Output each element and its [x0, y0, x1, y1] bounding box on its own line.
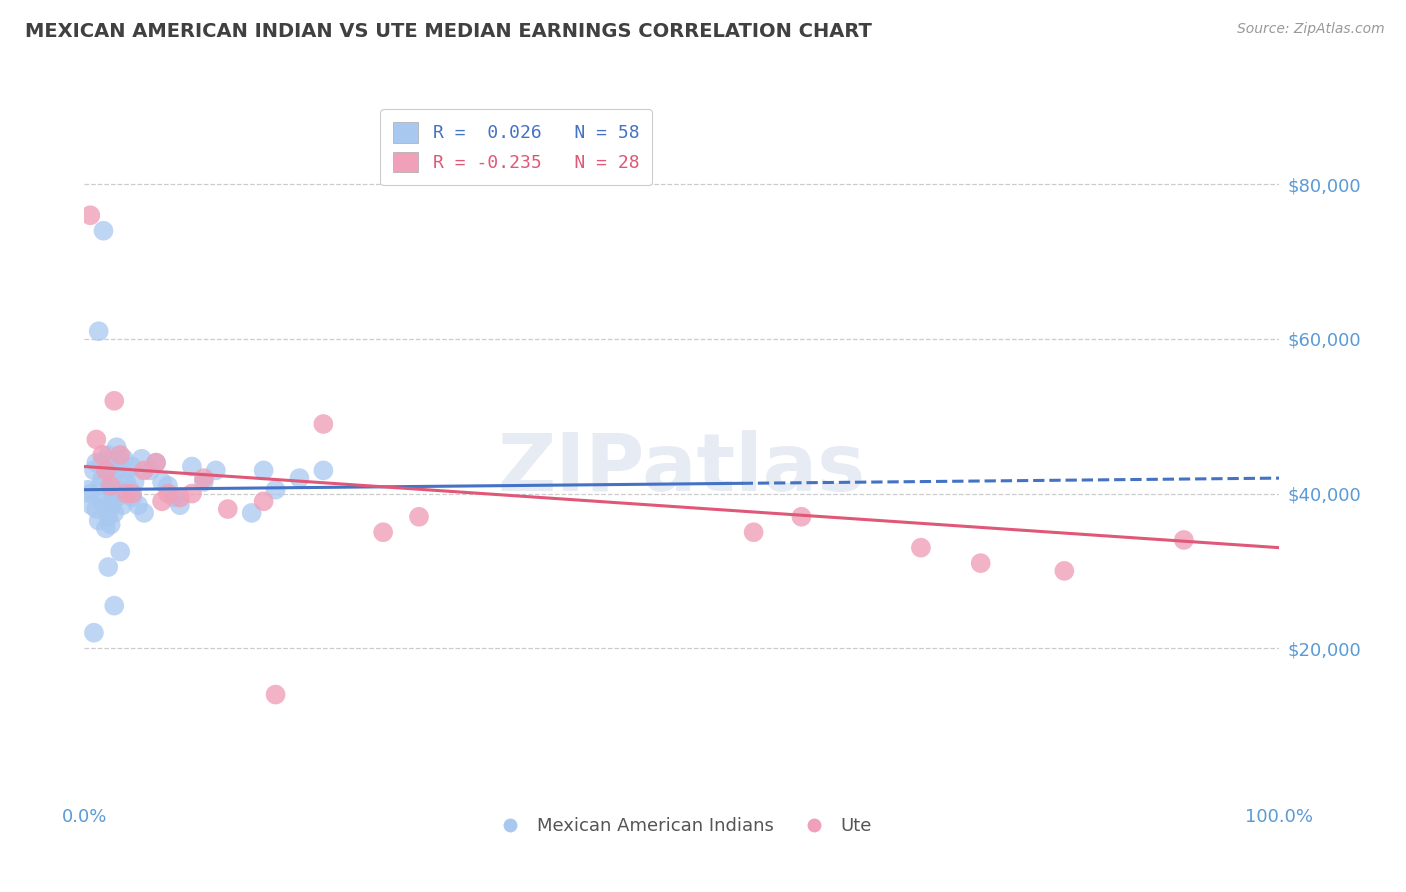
- Point: [124, 475, 146, 489]
- Point: [97, 560, 120, 574]
- Point: [83, 625, 105, 640]
- Point: [101, 498, 124, 512]
- Point: [910, 541, 932, 555]
- Point: [97, 448, 120, 462]
- Point: [94, 498, 117, 512]
- Point: [77, 483, 100, 497]
- Point: [193, 475, 215, 489]
- Point: [110, 456, 132, 470]
- Point: [217, 502, 239, 516]
- Point: [312, 463, 335, 477]
- Point: [169, 498, 191, 512]
- Point: [408, 509, 430, 524]
- Point: [101, 459, 124, 474]
- Point: [112, 451, 135, 466]
- Point: [240, 506, 263, 520]
- Text: ZIPatlas: ZIPatlas: [498, 430, 866, 508]
- Point: [118, 483, 141, 497]
- Point: [157, 486, 180, 500]
- Point: [312, 417, 335, 431]
- Point: [145, 456, 167, 470]
- Point: [103, 393, 125, 408]
- Text: MEXICAN AMERICAN INDIAN VS UTE MEDIAN EARNINGS CORRELATION CHART: MEXICAN AMERICAN INDIAN VS UTE MEDIAN EA…: [25, 22, 872, 41]
- Point: [132, 463, 156, 477]
- Point: [79, 208, 101, 222]
- Point: [121, 491, 143, 505]
- Point: [103, 506, 125, 520]
- Point: [131, 451, 153, 466]
- Point: [91, 456, 114, 470]
- Point: [103, 475, 125, 489]
- Point: [110, 448, 132, 462]
- Point: [111, 498, 134, 512]
- Point: [264, 688, 287, 702]
- Point: [1053, 564, 1076, 578]
- Point: [86, 456, 108, 470]
- Point: [288, 471, 311, 485]
- Point: [205, 463, 228, 477]
- Point: [100, 483, 122, 497]
- Point: [91, 494, 114, 508]
- Point: [150, 475, 173, 489]
- Point: [145, 456, 167, 470]
- Point: [115, 475, 138, 489]
- Point: [110, 544, 132, 558]
- Point: [121, 459, 143, 474]
- Point: [105, 440, 128, 454]
- Point: [163, 491, 186, 505]
- Point: [93, 224, 115, 238]
- Point: [100, 479, 122, 493]
- Point: [110, 483, 132, 497]
- Point: [97, 509, 120, 524]
- Point: [86, 433, 108, 447]
- Point: [193, 471, 215, 485]
- Point: [169, 491, 191, 505]
- Point: [86, 502, 108, 516]
- Point: [94, 521, 117, 535]
- Point: [91, 448, 114, 462]
- Text: Source: ZipAtlas.com: Source: ZipAtlas.com: [1237, 22, 1385, 37]
- Legend: Mexican American Indians, Ute: Mexican American Indians, Ute: [485, 810, 879, 842]
- Point: [742, 525, 765, 540]
- Point: [1173, 533, 1195, 547]
- Point: [181, 486, 204, 500]
- Point: [150, 494, 173, 508]
- Point: [127, 498, 149, 512]
- Point: [139, 463, 162, 477]
- Point: [79, 486, 101, 500]
- Point: [790, 509, 813, 524]
- Point: [107, 463, 129, 477]
- Point: [103, 599, 125, 613]
- Point: [264, 483, 287, 497]
- Point: [115, 463, 138, 477]
- Point: [87, 324, 110, 338]
- Point: [87, 514, 110, 528]
- Point: [181, 459, 204, 474]
- Point: [115, 486, 138, 500]
- Point: [132, 506, 156, 520]
- Point: [105, 491, 128, 505]
- Point: [253, 463, 276, 477]
- Point: [91, 471, 114, 485]
- Point: [157, 479, 180, 493]
- Point: [253, 494, 276, 508]
- Point: [83, 463, 105, 477]
- Point: [80, 498, 103, 512]
- Point: [121, 486, 143, 500]
- Point: [89, 479, 111, 493]
- Point: [100, 517, 122, 532]
- Point: [373, 525, 395, 540]
- Point: [94, 463, 117, 477]
- Point: [97, 463, 120, 477]
- Point: [970, 556, 993, 570]
